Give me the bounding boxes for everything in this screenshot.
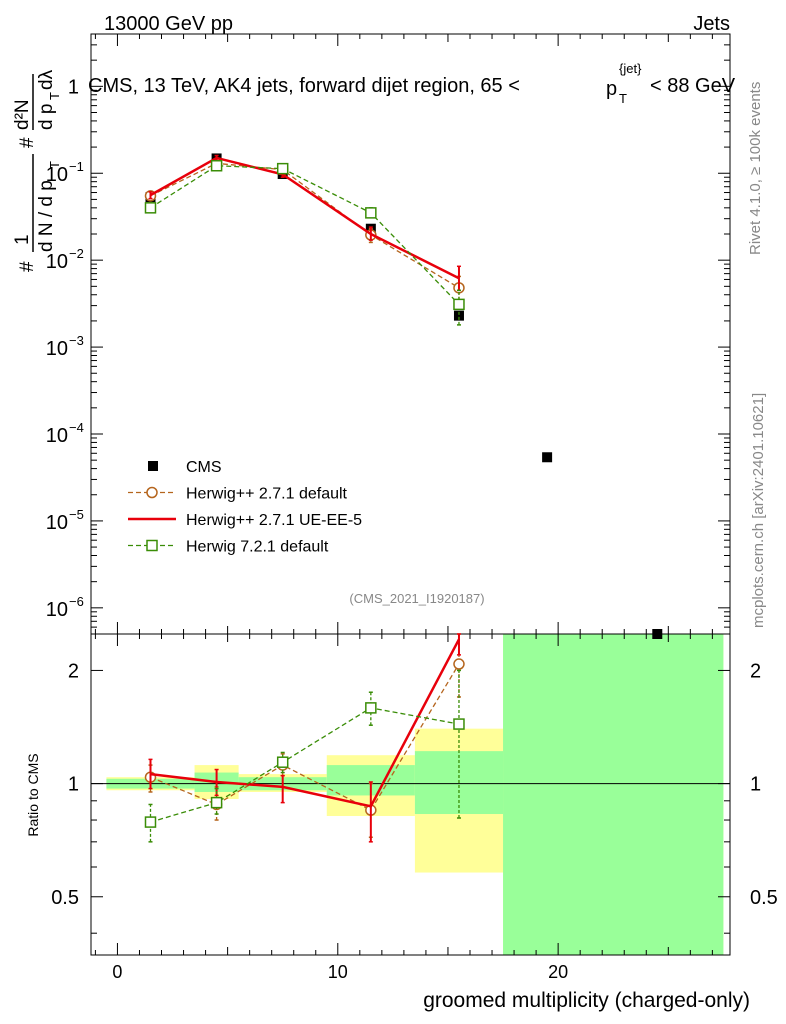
ylabel-dn-dpt: d N / d p <box>36 180 57 252</box>
ratio-frame <box>90 633 731 956</box>
cms-data-point <box>652 629 663 639</box>
ylabel-d2n: d²N <box>12 99 33 130</box>
y-tick-label: 10 <box>46 338 68 360</box>
ratio-data-point <box>453 658 465 670</box>
header-left: 13000 GeV pp <box>104 13 233 35</box>
title-sup: {jet} <box>619 61 642 76</box>
ylabel-sub-t2: T <box>47 92 62 100</box>
y-tick-label: 10 <box>46 164 68 186</box>
legend: CMS Herwig++ 2.7.1 default Herwig++ 2.7.1 … <box>128 459 362 556</box>
y-tick-label: 10 <box>46 425 68 447</box>
ylabel-hash-2: # <box>17 137 38 148</box>
ratio-tick-label-right: 0.5 <box>750 887 778 909</box>
y-tick-label: 10 <box>46 599 68 621</box>
upper-axes: 10 −610 −510 −410 −310 −210 −11 <box>46 33 731 635</box>
title-end: < 88 GeV <box>650 75 736 97</box>
legend-marker <box>146 486 158 499</box>
ylabel-hash-1: # <box>17 261 38 272</box>
y-tick-exponent: −5 <box>69 507 84 522</box>
legend-label: Herwig++ 2.7.1 UE-EE-5 <box>186 512 362 529</box>
ratio-ylabel: Ratio to CMS <box>25 753 41 836</box>
ratio-data-point <box>210 796 223 809</box>
y-tick-label: 10 <box>46 251 68 273</box>
mcplots-label: mcplots.cern.ch [arXiv:2401.10621] <box>750 393 767 628</box>
legend-marker <box>146 539 158 552</box>
header-right: Jets <box>693 13 730 35</box>
stat-uncertainty-band <box>503 634 724 955</box>
y-tick-exponent: −6 <box>69 594 84 609</box>
rivet-label: Rivet 4.1.0, ≥ 100k events <box>747 82 764 255</box>
cms-data-point <box>542 452 553 463</box>
ylabel-dlambda: dλ <box>36 69 57 90</box>
title-p: p <box>606 78 617 100</box>
y-tick-exponent: −2 <box>69 246 84 261</box>
upper-data-point <box>453 298 465 311</box>
ratio-tick-label: 2 <box>68 660 79 682</box>
ratio-data-point <box>365 702 377 714</box>
ratio-data-point <box>144 816 157 828</box>
upper-series <box>144 153 663 639</box>
ratio-bands <box>106 634 724 955</box>
ylabel-dpt: d p <box>36 104 57 130</box>
legend-label: Herwig 7.2.1 default <box>186 539 329 556</box>
y-tick-label: 1 <box>68 76 79 98</box>
ylabel-one: 1 <box>12 234 33 245</box>
upper-data-point <box>144 202 157 214</box>
ratio-tick-label: 0.5 <box>51 887 79 909</box>
ratio-series <box>144 633 465 843</box>
upper-series-line <box>150 162 460 289</box>
ratio-tick-label: 1 <box>68 774 79 796</box>
x-tick-label: 20 <box>548 962 568 982</box>
x-tick-label: 10 <box>328 962 348 982</box>
legend-label: CMS <box>186 459 222 476</box>
analysis-id: (CMS_2021_I1920187) <box>349 591 484 606</box>
y-tick-exponent: −4 <box>69 420 84 435</box>
x-axis-label: groomed multiplicity (charged-only) <box>423 989 750 1012</box>
ratio-axes: 0 10 20 0.5 0.5 1 1 2 2 <box>51 34 778 982</box>
title-main: CMS, 13 TeV, AK4 jets, forward dijet reg… <box>88 75 520 97</box>
x-tick-label: 0 <box>112 962 122 982</box>
ylabel-sub-t1: T <box>47 161 62 169</box>
title-sub: T <box>619 91 627 106</box>
ratio-tick-label-right: 2 <box>750 660 761 682</box>
ratio-tick-label-right: 1 <box>750 774 761 796</box>
upper-series-line <box>150 165 460 305</box>
legend-label: Herwig++ 2.7.1 default <box>186 486 348 503</box>
plot-title: CMS, 13 TeV, AK4 jets, forward dijet reg… <box>88 61 736 106</box>
ratio-data-point <box>453 718 465 730</box>
y-tick-exponent: −3 <box>69 333 84 348</box>
ratio-data-point <box>276 756 289 768</box>
legend-marker-cms <box>148 461 158 471</box>
y-tick-label: 10 <box>46 512 68 534</box>
cms-data-point <box>453 310 464 321</box>
upper-ylabel: # 1 d N / d p T # d²N d p T dλ <box>12 69 62 272</box>
upper-data-point <box>365 207 377 219</box>
upper-data-point <box>276 162 289 175</box>
upper-data-point <box>210 159 223 172</box>
y-tick-exponent: −1 <box>69 159 84 174</box>
